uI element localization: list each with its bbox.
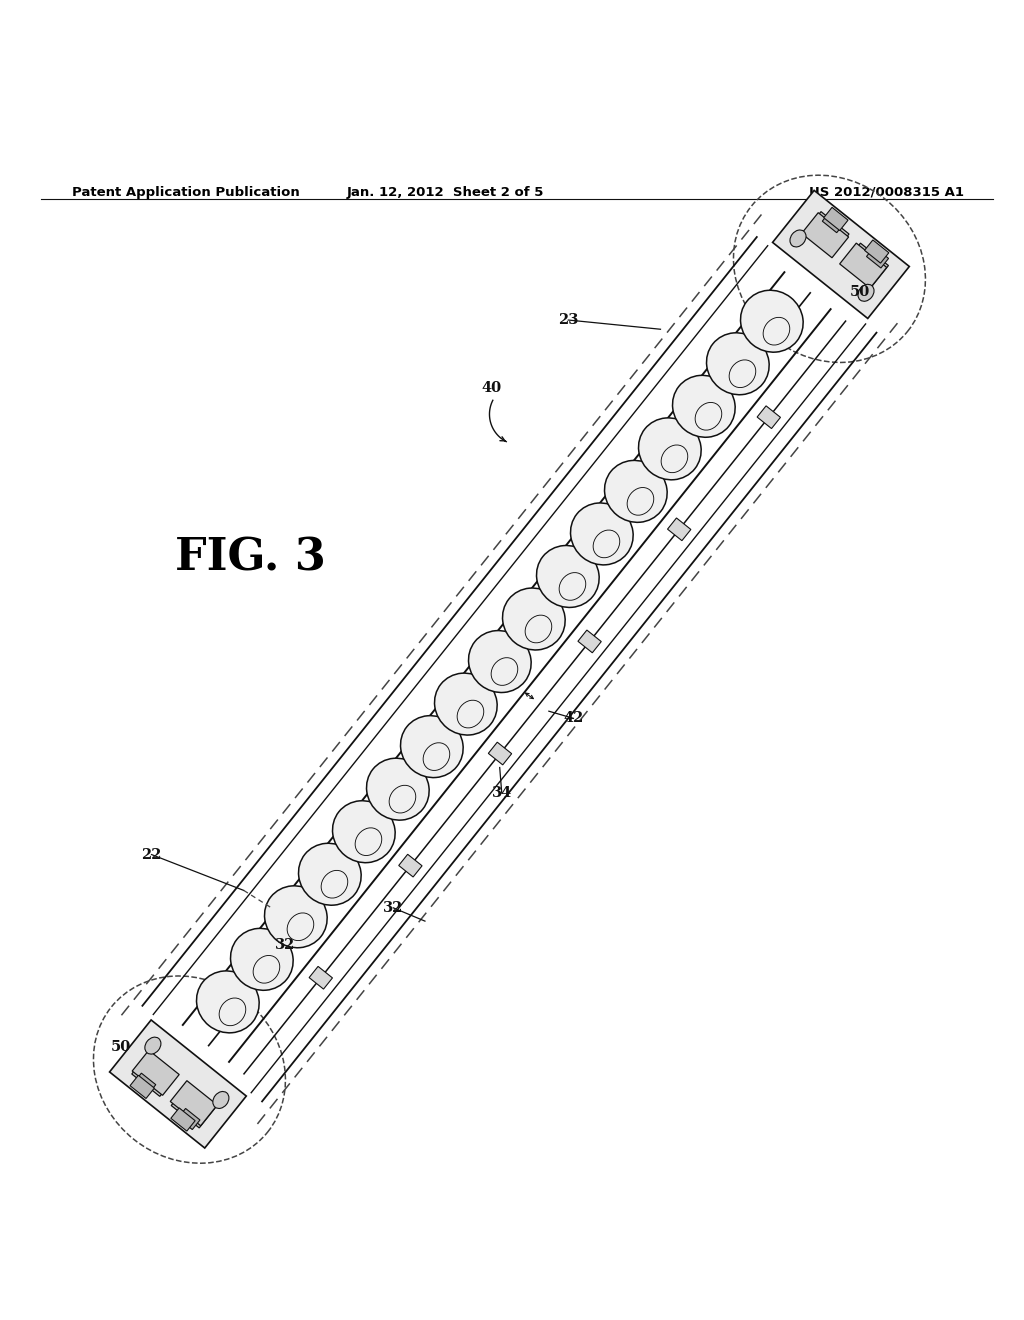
Text: US 2012/0008315 A1: US 2012/0008315 A1 [809, 186, 964, 199]
Polygon shape [864, 240, 889, 263]
Polygon shape [866, 247, 889, 268]
Polygon shape [802, 213, 849, 257]
Ellipse shape [707, 333, 769, 395]
Ellipse shape [333, 801, 395, 863]
Text: 22: 22 [141, 847, 162, 862]
Text: Jan. 12, 2012  Sheet 2 of 5: Jan. 12, 2012 Sheet 2 of 5 [347, 186, 544, 199]
Polygon shape [171, 1085, 215, 1127]
Polygon shape [845, 243, 889, 285]
Text: 42: 42 [563, 711, 584, 726]
Ellipse shape [537, 545, 599, 607]
Ellipse shape [400, 715, 463, 777]
Text: 50: 50 [111, 1040, 131, 1055]
Ellipse shape [740, 290, 803, 352]
Polygon shape [113, 1023, 244, 1146]
Ellipse shape [434, 673, 498, 735]
Polygon shape [578, 630, 601, 653]
Text: Patent Application Publication: Patent Application Publication [72, 186, 299, 199]
Text: 40: 40 [481, 380, 502, 395]
Polygon shape [772, 190, 909, 318]
Text: FIG. 3: FIG. 3 [175, 536, 327, 579]
Ellipse shape [570, 503, 633, 565]
Ellipse shape [469, 631, 531, 693]
Ellipse shape [858, 284, 874, 301]
Ellipse shape [230, 928, 293, 990]
Polygon shape [170, 1081, 217, 1126]
Polygon shape [668, 517, 691, 541]
Polygon shape [171, 1107, 196, 1131]
Ellipse shape [213, 1092, 229, 1109]
Polygon shape [398, 854, 422, 876]
Polygon shape [309, 966, 333, 989]
Ellipse shape [790, 230, 806, 247]
Polygon shape [775, 193, 906, 315]
Polygon shape [805, 211, 849, 253]
Ellipse shape [264, 886, 327, 948]
Text: 23: 23 [558, 313, 579, 327]
Polygon shape [134, 1073, 156, 1094]
Ellipse shape [197, 972, 259, 1032]
Polygon shape [488, 742, 512, 764]
Polygon shape [110, 1020, 247, 1148]
Ellipse shape [144, 1038, 161, 1055]
Text: 50: 50 [850, 285, 870, 300]
Ellipse shape [299, 843, 361, 906]
Polygon shape [178, 1109, 200, 1130]
Text: 32: 32 [383, 900, 403, 915]
Polygon shape [132, 1051, 179, 1096]
Polygon shape [822, 211, 845, 232]
Polygon shape [840, 243, 887, 288]
Polygon shape [130, 1076, 155, 1098]
Polygon shape [757, 405, 780, 429]
Text: 34: 34 [492, 787, 512, 800]
Ellipse shape [604, 461, 668, 523]
Ellipse shape [673, 375, 735, 437]
Text: 32: 32 [274, 937, 295, 952]
Ellipse shape [639, 418, 701, 479]
Polygon shape [132, 1053, 176, 1097]
Ellipse shape [367, 758, 429, 820]
Polygon shape [823, 207, 848, 231]
Ellipse shape [503, 587, 565, 649]
